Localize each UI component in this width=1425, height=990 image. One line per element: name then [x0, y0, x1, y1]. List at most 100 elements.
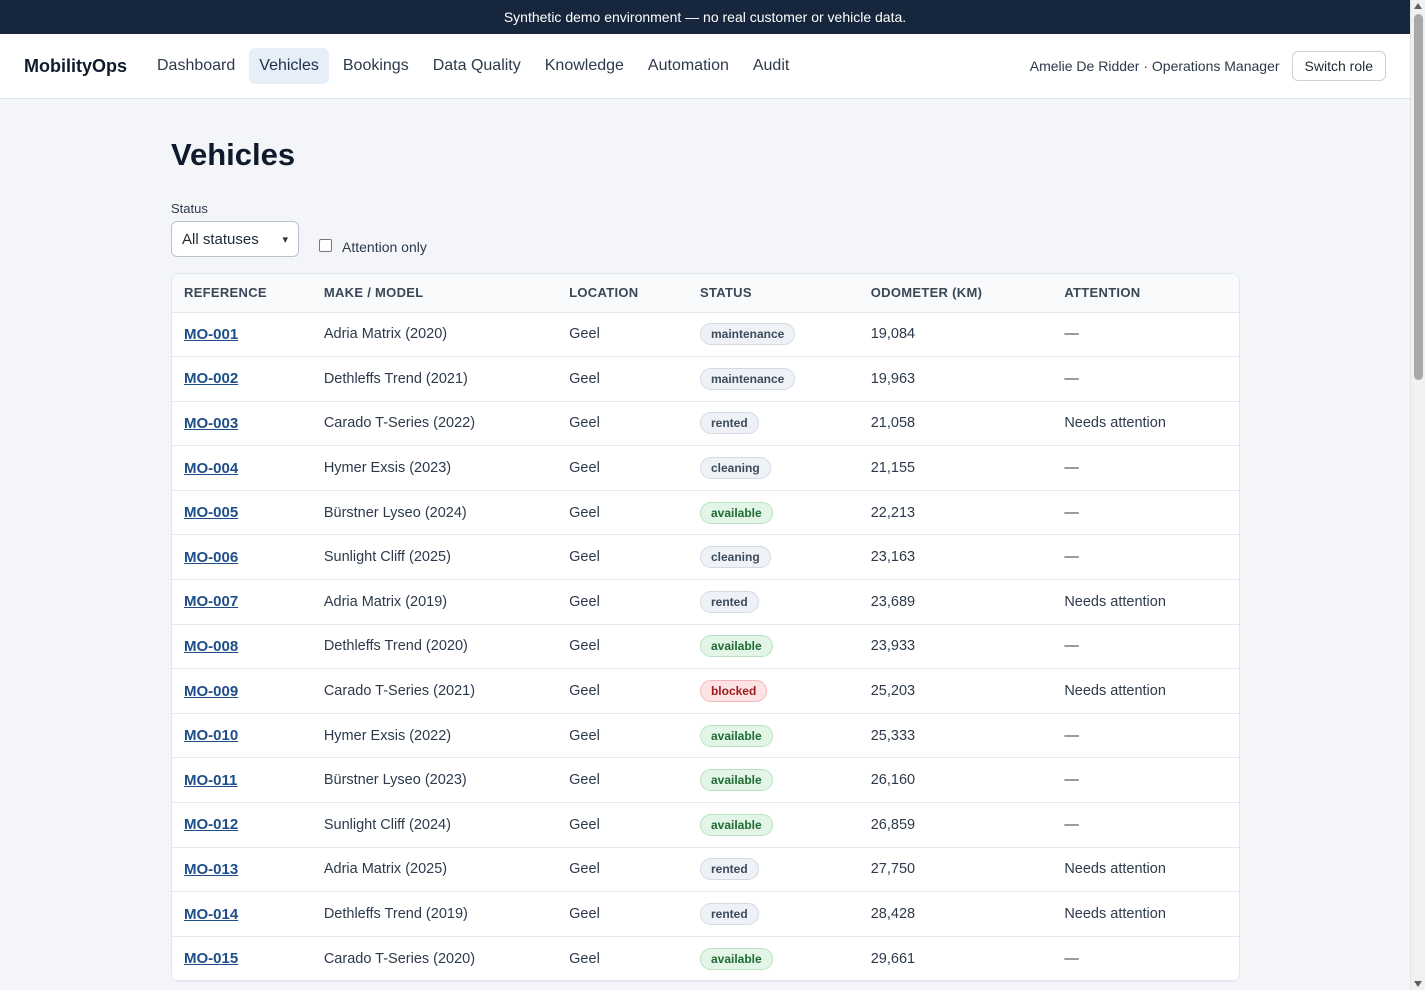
status-cell: available	[687, 624, 859, 670]
table-row: MO-005 Bürstner Lyseo (2024) Geel available…	[172, 490, 1239, 536]
table-row: MO-014 Dethleffs Trend (2019) Geel rented 28…	[172, 891, 1239, 937]
status-select[interactable]: All statuses ▾	[171, 221, 299, 257]
vehicle-reference-link[interactable]: MO-003	[184, 414, 239, 432]
location-cell: Geel	[557, 312, 688, 358]
odometer-cell: 22,213	[858, 490, 1053, 536]
reference-cell: MO-010	[172, 713, 312, 759]
attention-cell: —	[1052, 445, 1239, 491]
nav-link-vehicles[interactable]: Vehicles	[249, 48, 329, 84]
switch-role-button[interactable]: Switch role	[1291, 51, 1386, 81]
location-cell: Geel	[557, 401, 688, 447]
status-badge: available	[699, 947, 773, 970]
scroll-up-icon[interactable]	[1414, 3, 1422, 9]
vehicle-reference-link[interactable]: MO-004	[184, 459, 239, 477]
vehicle-reference-link[interactable]: MO-015	[184, 950, 239, 968]
make-model-cell: Bürstner Lyseo (2023)	[311, 757, 558, 804]
status-cell: available	[687, 802, 859, 848]
scroll-down-icon[interactable]	[1414, 981, 1422, 987]
odometer-cell: 26,859	[858, 802, 1053, 848]
scroll-thumb[interactable]	[1414, 14, 1423, 380]
status-cell: available	[687, 757, 859, 804]
attention-cell: —	[1052, 936, 1239, 982]
reference-cell: MO-003	[172, 401, 312, 447]
page-title: Vehicles	[171, 137, 296, 172]
make-model-cell: Dethleffs Trend (2020)	[311, 624, 558, 670]
filters-bar: Status All statuses ▾ Attention only	[171, 201, 1410, 257]
nav-link-data-quality[interactable]: Data Quality	[432, 57, 521, 74]
vehicle-reference-link[interactable]: MO-007	[184, 593, 239, 611]
table-header-row: REFERENCE MAKE / MODEL LOCATION STATUS ODOME…	[172, 274, 1239, 313]
chevron-down-icon: ▾	[282, 233, 288, 246]
reference-cell: MO-014	[172, 891, 312, 937]
odometer-cell: 29,661	[858, 936, 1053, 982]
make-model-cell: Sunlight Cliff (2024)	[311, 802, 558, 848]
vehicle-reference-link[interactable]: MO-011	[184, 771, 238, 789]
reference-cell: MO-009	[172, 668, 312, 714]
nav-link-knowledge[interactable]: Knowledge	[544, 57, 624, 74]
vehicle-reference-link[interactable]: MO-005	[184, 504, 239, 522]
table-row: MO-006 Sunlight Cliff (2025) Geel cleaning 2…	[172, 534, 1239, 581]
status-cell: available	[687, 490, 859, 536]
nav-link-automation[interactable]: Automation	[647, 57, 729, 74]
status-cell: maintenance	[687, 356, 859, 402]
odometer-cell: 21,058	[858, 401, 1053, 447]
vehicle-reference-link[interactable]: MO-010	[184, 727, 239, 745]
status-cell: rented	[687, 891, 859, 937]
odometer-cell: 25,333	[858, 713, 1053, 759]
table-row: MO-012 Sunlight Cliff (2024) Geel available…	[172, 802, 1239, 848]
table-row: MO-009 Carado T-Series (2021) Geel blocked 2…	[172, 668, 1239, 714]
status-badge: rented	[699, 590, 759, 613]
attention-only-label[interactable]: Attention only	[342, 239, 427, 255]
attention-cell: —	[1052, 312, 1239, 358]
table-body: MO-001 Adria Matrix (2020) Geel maintenance…	[172, 312, 1239, 982]
make-model-cell: Hymer Exsis (2023)	[311, 445, 558, 491]
odometer-cell: 27,750	[858, 847, 1053, 893]
brand-logo[interactable]: MobilityOps	[24, 55, 127, 76]
reference-cell: MO-002	[172, 356, 312, 402]
make-model-cell: Adria Matrix (2020)	[311, 312, 558, 358]
make-model-cell: Dethleffs Trend (2019)	[311, 891, 558, 937]
reference-cell: MO-005	[172, 490, 312, 536]
attention-cell: —	[1052, 490, 1239, 536]
attention-cell: —	[1052, 802, 1239, 848]
location-cell: Geel	[557, 936, 688, 982]
attention-only-checkbox[interactable]	[319, 239, 332, 252]
vehicle-reference-link[interactable]: MO-012	[184, 816, 239, 834]
vehicle-reference-link[interactable]: MO-002	[184, 370, 239, 388]
column-header: MAKE / MODEL	[311, 274, 558, 313]
column-header: REFERENCE	[172, 274, 312, 313]
column-header: ODOMETER (KM)	[858, 274, 1053, 313]
reference-cell: MO-004	[172, 445, 312, 491]
vehicle-reference-link[interactable]: MO-009	[184, 682, 239, 700]
status-badge: available	[699, 769, 773, 792]
vehicle-reference-link[interactable]: MO-008	[184, 637, 239, 655]
make-model-cell: Bürstner Lyseo (2024)	[311, 490, 558, 536]
table-row: MO-013 Adria Matrix (2025) Geel rented 27,75…	[172, 847, 1239, 893]
attention-filter: Attention only	[319, 236, 427, 255]
make-model-cell: Adria Matrix (2025)	[311, 847, 558, 893]
vehicle-reference-link[interactable]: MO-006	[184, 548, 239, 566]
vehicle-reference-link[interactable]: MO-001	[184, 325, 239, 343]
attention-cell: —	[1052, 624, 1239, 670]
attention-cell: —	[1052, 356, 1239, 402]
location-cell: Geel	[557, 534, 688, 581]
status-badge: blocked	[699, 680, 768, 703]
page-scrollbar[interactable]	[1410, 0, 1425, 990]
nav-link-audit[interactable]: Audit	[752, 57, 790, 74]
status-cell: maintenance	[687, 312, 859, 358]
status-cell: rented	[687, 401, 859, 447]
status-badge: rented	[699, 903, 759, 926]
status-cell: available	[687, 713, 859, 759]
status-badge: maintenance	[699, 367, 796, 390]
status-badge: available	[699, 813, 773, 836]
nav-links: Dashboard Vehicles Bookings Data Quality Kno…	[147, 48, 799, 84]
location-cell: Geel	[557, 802, 688, 848]
nav-link-dashboard[interactable]: Dashboard	[157, 57, 236, 74]
reference-cell: MO-013	[172, 847, 312, 893]
nav-link-bookings[interactable]: Bookings	[342, 57, 409, 74]
make-model-cell: Hymer Exsis (2022)	[311, 713, 558, 759]
odometer-cell: 25,203	[858, 668, 1053, 714]
column-header: ATTENTION	[1052, 274, 1239, 313]
vehicle-reference-link[interactable]: MO-014	[184, 905, 239, 923]
vehicle-reference-link[interactable]: MO-013	[184, 860, 239, 878]
